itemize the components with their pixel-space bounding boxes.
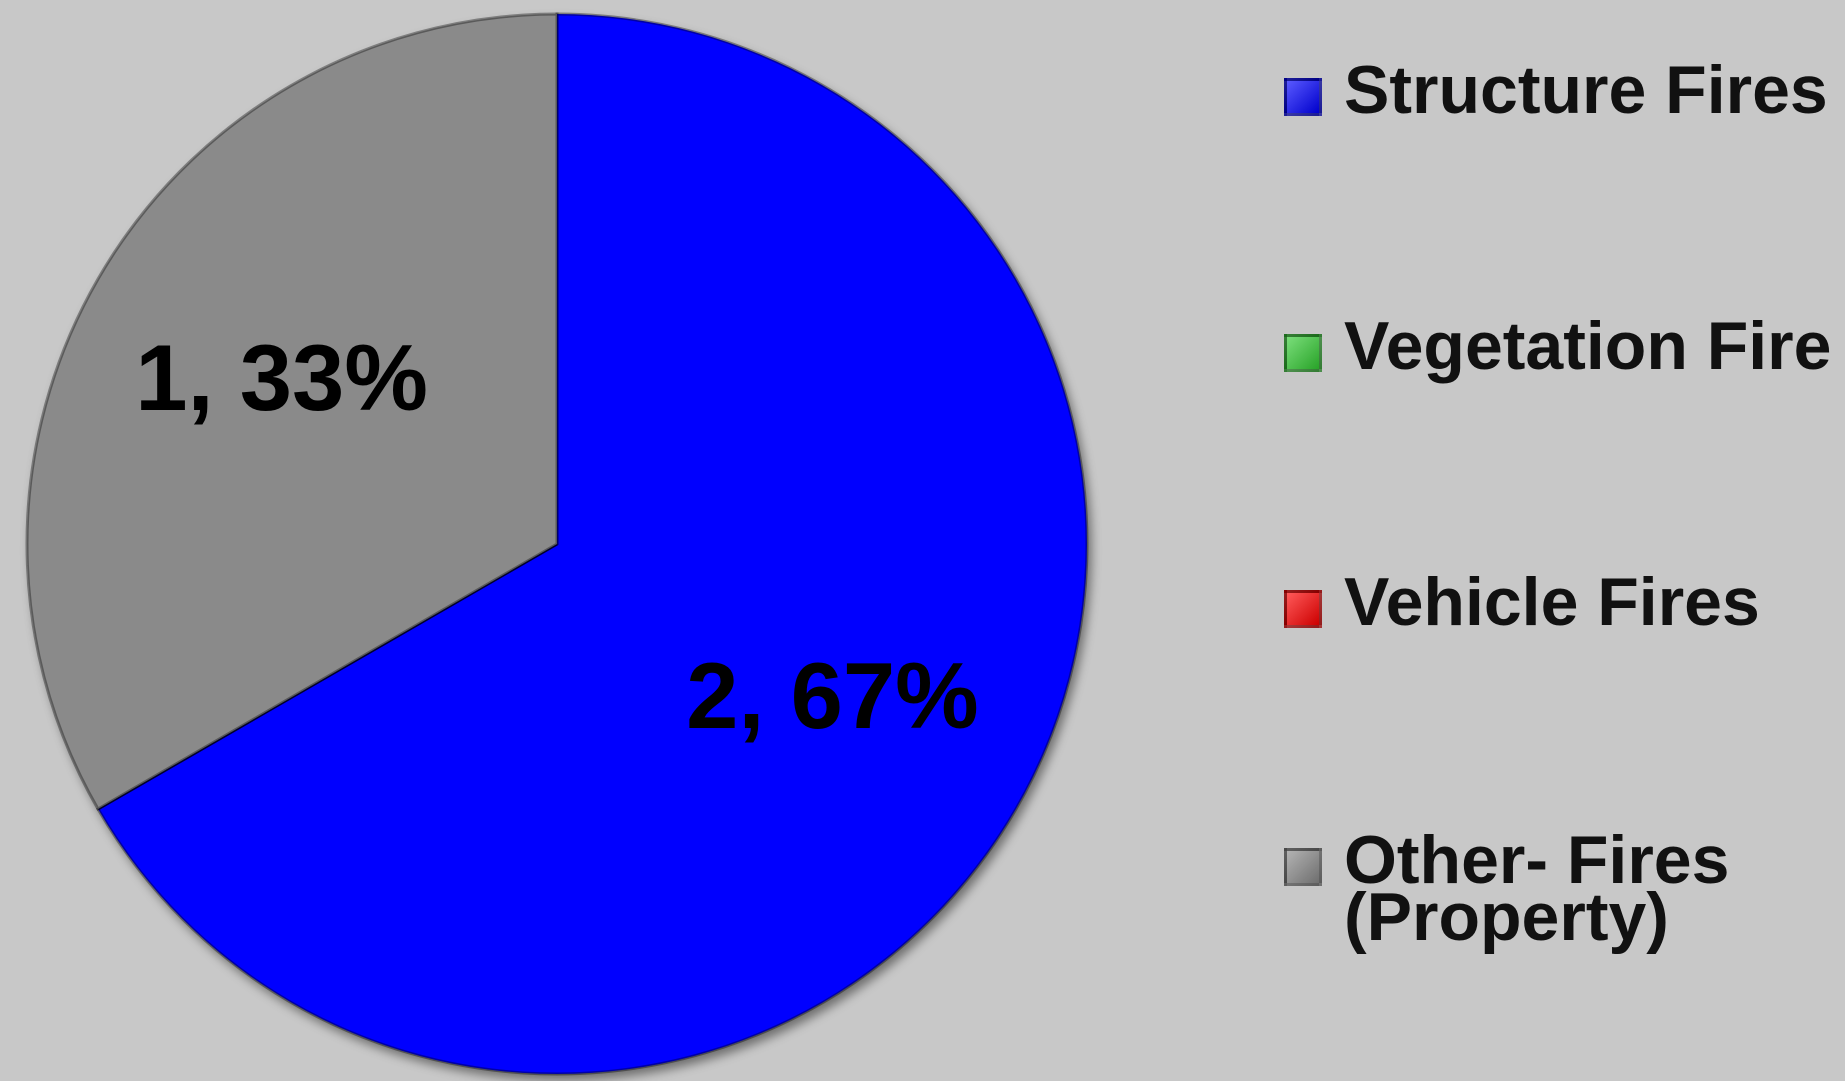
- legend-label: Vegetation Fire: [1344, 308, 1832, 384]
- legend-swatch: [1284, 590, 1322, 628]
- data-label: 1, 33%: [135, 325, 428, 430]
- pie: [25, 12, 1089, 1076]
- legend-swatch: [1284, 848, 1322, 886]
- data-label: 2, 67%: [686, 643, 979, 748]
- legend-label: Other- Fires (Property): [1344, 822, 1730, 955]
- legend-label: Structure Fires: [1344, 52, 1828, 128]
- legend-swatch: [1284, 334, 1322, 372]
- pie-slice: [25, 12, 559, 812]
- pie-slice: [95, 12, 1089, 1076]
- legend-label: Vehicle Fires: [1344, 564, 1760, 640]
- legend-swatch: [1284, 78, 1322, 116]
